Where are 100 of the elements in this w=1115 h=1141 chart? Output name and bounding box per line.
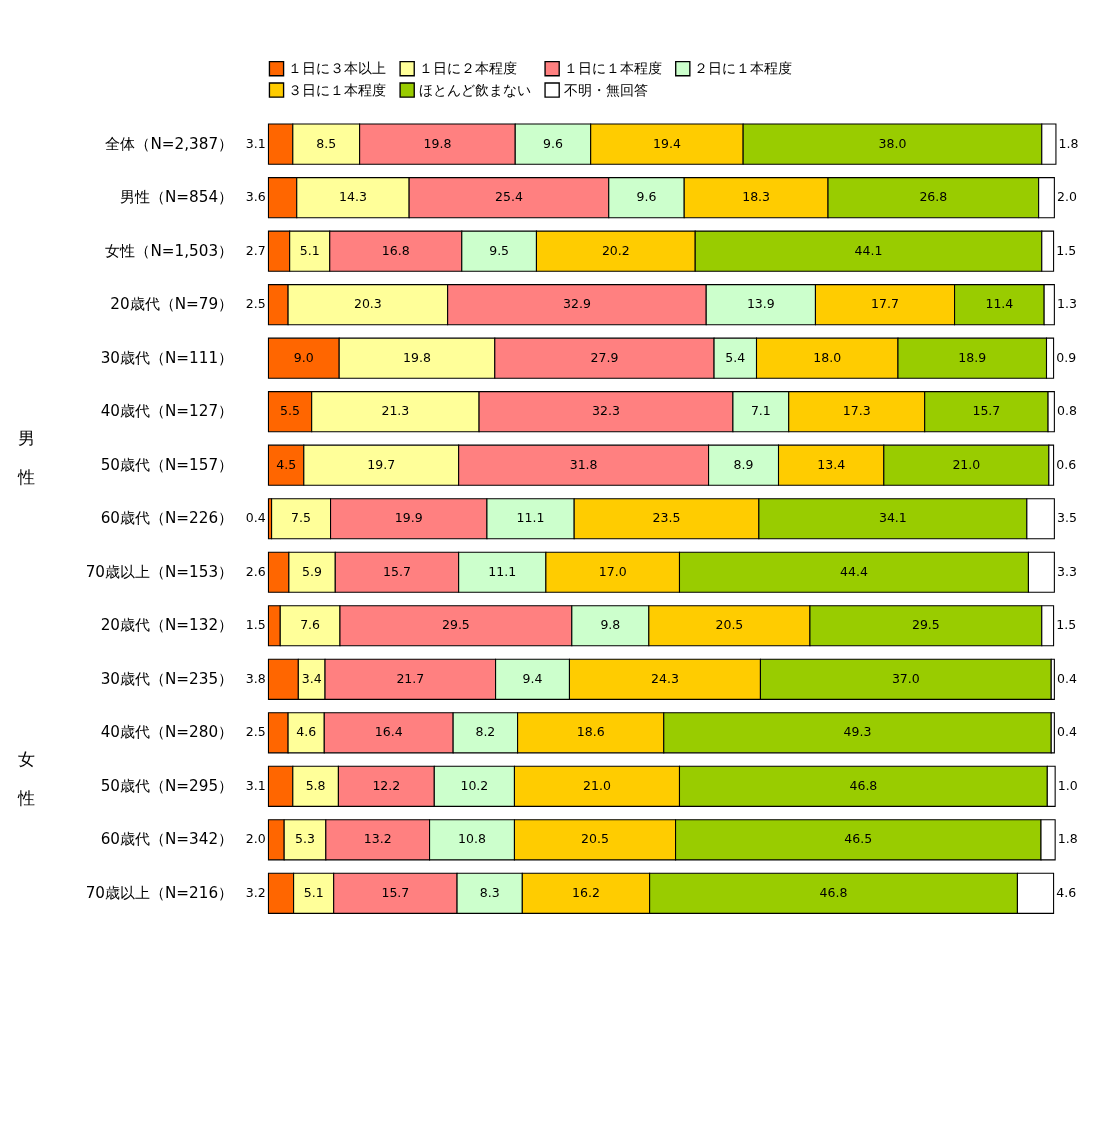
data-label: 15.7: [381, 884, 410, 900]
data-label: 1.3: [1057, 296, 1077, 312]
data-label: 1.5: [1056, 242, 1077, 258]
y-tick-label: 70歳以上（N=216）: [85, 883, 234, 902]
data-label: 29.5: [911, 617, 940, 633]
y-tick-label: 50歳代（N=157）: [100, 455, 234, 474]
data-label: 13.9: [746, 296, 775, 312]
data-label: 11.4: [985, 296, 1014, 312]
y-tick-label: 20歳代（N=132）: [100, 616, 234, 635]
data-label: 0.4: [245, 510, 266, 526]
data-label: 9.5: [489, 242, 510, 258]
data-label: 3.3: [1057, 563, 1077, 579]
y-tick-label: 70歳以上（N=153）: [85, 562, 234, 581]
legend-label: ２日に１本程度: [694, 60, 793, 77]
legend-label: ３日に１本程度: [288, 81, 387, 98]
data-label: 15.7: [972, 403, 1001, 419]
data-label: 12.2: [372, 777, 401, 793]
data-label: 7.1: [750, 403, 771, 419]
data-label: 19.4: [652, 135, 681, 151]
data-label: 3.6: [245, 189, 266, 205]
legend-label: ほとんど飲まない: [418, 81, 531, 98]
data-label: 27.9: [590, 349, 619, 365]
y-tick-label: 30歳代（N=111）: [100, 348, 234, 367]
data-label: 32.3: [592, 403, 620, 419]
data-label: 3.1: [245, 135, 266, 151]
data-label: 0.4: [1057, 670, 1077, 686]
data-label: 44.1: [854, 242, 883, 258]
data-label: 46.5: [844, 831, 873, 847]
data-label: 11.1: [488, 563, 517, 579]
y-tick-label: 40歳代（N=280）: [100, 723, 234, 742]
data-label: 9.6: [543, 135, 563, 151]
data-label: 49.3: [843, 724, 872, 740]
data-label: 21.3: [381, 403, 410, 419]
data-label: 5.9: [302, 563, 323, 579]
data-label: 46.8: [819, 884, 848, 900]
data-label: 19.8: [423, 135, 452, 151]
data-label: 4.6: [1056, 884, 1077, 900]
y-tick-label: 20歳代（N=79）: [110, 295, 234, 314]
legend-label: 不明・無回答: [563, 81, 648, 98]
data-label: 13.2: [363, 831, 392, 847]
data-label: 5.8: [305, 777, 326, 793]
text: 男性: [17, 427, 36, 488]
data-label: 0.9: [1056, 349, 1077, 365]
data-label: 21.0: [583, 777, 611, 793]
data-label: 32.9: [562, 296, 591, 312]
data-label: 7.6: [300, 617, 321, 633]
data-label: 29.5: [441, 617, 470, 633]
data-label: 1.8: [1057, 831, 1078, 847]
data-label: 5.5: [280, 403, 301, 419]
data-label: 20.5: [715, 617, 744, 633]
data-label: 0.6: [1056, 456, 1077, 472]
data-label: 14.3: [339, 189, 367, 205]
data-label: 8.3: [479, 884, 500, 900]
data-label: 2.0: [245, 831, 266, 847]
text: 女性: [17, 748, 36, 809]
data-label: 44.4: [840, 563, 868, 579]
data-label: 18.3: [742, 189, 771, 205]
y-tick-label: 50歳代（N=295）: [100, 776, 234, 795]
data-label: 2.7: [245, 242, 266, 258]
legend-label: １日に１本程度: [563, 60, 662, 77]
data-label: 1.5: [245, 617, 266, 633]
y-tick-label: 30歳代（N=235）: [100, 669, 234, 688]
legend-label: １日に３本以上: [288, 60, 387, 77]
data-label: 19.8: [403, 349, 431, 365]
legend-label: １日に２本程度: [418, 60, 517, 77]
data-label: 10.2: [460, 777, 489, 793]
data-label: 26.8: [919, 189, 948, 205]
data-label: 4.6: [296, 724, 317, 740]
data-label: 5.4: [725, 349, 746, 365]
data-label: 7.5: [291, 510, 312, 526]
data-label: 18.6: [576, 724, 605, 740]
data-label: 1.5: [1056, 617, 1077, 633]
data-label: 3.4: [301, 670, 322, 686]
data-label: 37.0: [891, 670, 920, 686]
data-label: 2.0: [1057, 189, 1077, 205]
data-label: 16.4: [374, 724, 403, 740]
data-label: 24.3: [651, 670, 679, 686]
y-tick-label: 女性（N=1,503）: [105, 241, 234, 260]
data-label: 18.0: [813, 349, 842, 365]
data-label: 2.6: [245, 563, 266, 579]
data-label: 0.8: [1057, 403, 1077, 419]
data-label: 23.5: [652, 510, 681, 526]
data-label: 4.5: [276, 456, 297, 472]
data-label: 17.7: [871, 296, 899, 312]
data-label: 19.7: [367, 456, 396, 472]
data-label: 13.4: [817, 456, 846, 472]
y-tick-label: 全体（N=2,387）: [105, 134, 234, 153]
data-label: 16.2: [572, 884, 600, 900]
data-label: 21.7: [396, 670, 425, 686]
data-label: 9.0: [293, 349, 314, 365]
data-label: 46.8: [849, 777, 878, 793]
data-label: 15.7: [383, 563, 411, 579]
data-label: 25.4: [495, 189, 523, 205]
data-label: 18.9: [958, 349, 987, 365]
data-label: 2.5: [245, 296, 266, 312]
y-tick-label: 60歳代（N=226）: [100, 509, 234, 528]
data-label: 8.2: [475, 724, 496, 740]
data-label: 8.9: [733, 456, 754, 472]
data-label: 34.1: [878, 510, 907, 526]
data-label: 3.5: [1057, 510, 1077, 526]
